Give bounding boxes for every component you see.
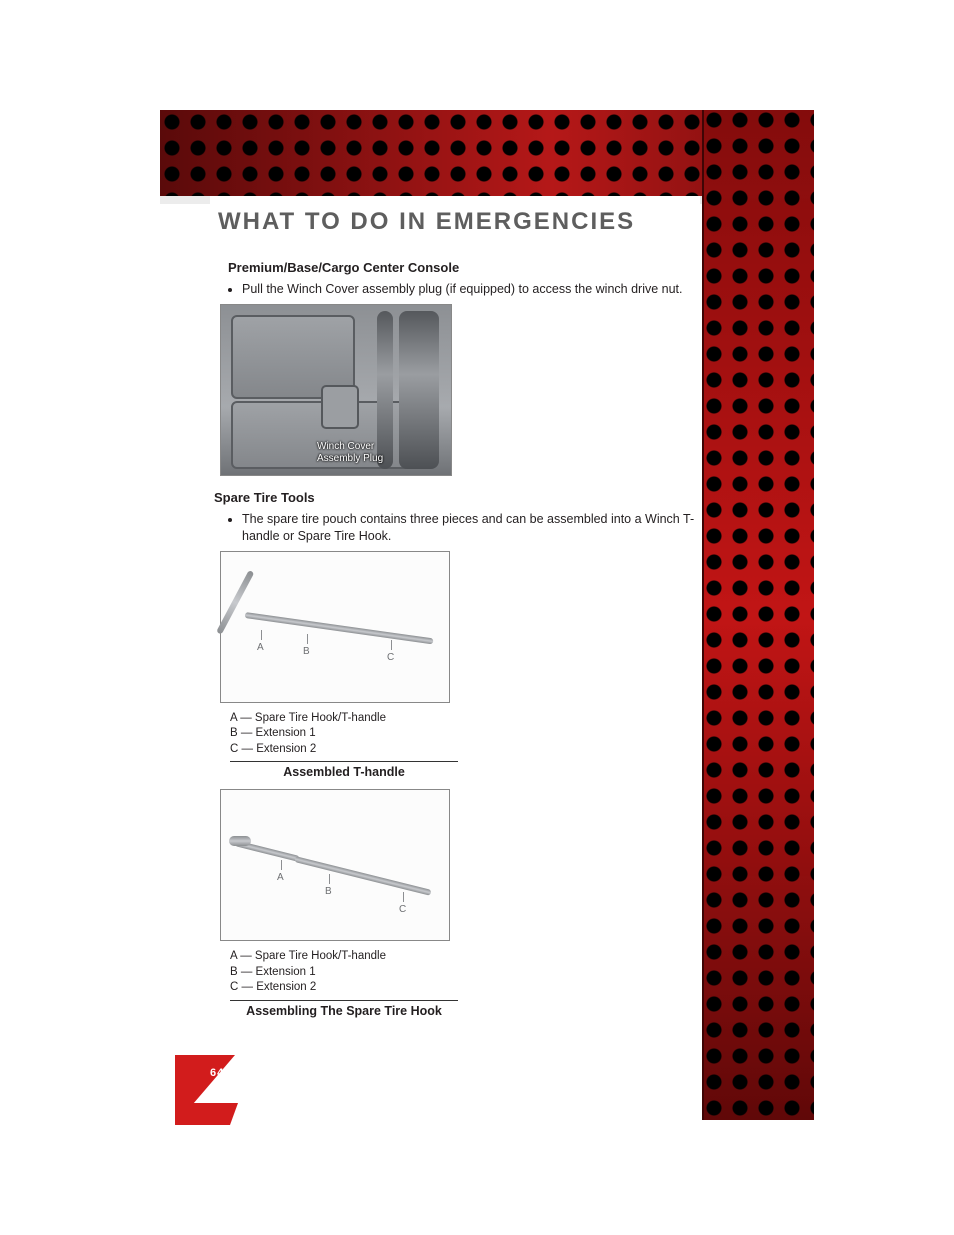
figure-hook-caption: Assembling The Spare Tire Hook [230,1000,458,1018]
manual-page: WHAT TO DO IN EMERGENCIES Premium/Base/C… [0,0,954,1235]
figure-t-handle-caption: Assembled T-handle [230,761,458,779]
callout-c: C [387,652,394,663]
caption-line: Assembly Plug [317,453,383,464]
section-heading-tools: Spare Tire Tools [214,490,700,505]
page-number: 64 [210,1067,224,1079]
list-item: The spare tire pouch contains three piec… [242,511,700,545]
callout-a: A [277,872,284,883]
section-console-list: Pull the Winch Cover assembly plug (if e… [242,281,700,298]
callout-c: C [399,904,406,915]
decorative-band-right [702,110,814,1120]
callout-a: A [257,642,264,653]
legend-line: C — Extension 2 [230,742,700,758]
figure-hook-legend: A — Spare Tire Hook/T-handle B — Extensi… [230,949,700,996]
callout-b: B [303,646,310,657]
page-content: WHAT TO DO IN EMERGENCIES Premium/Base/C… [210,196,700,1120]
legend-line: B — Extension 1 [230,726,700,742]
figure-inline-caption: Winch Cover Assembly Plug [317,441,383,465]
callout-b: B [325,886,332,897]
legend-line: A — Spare Tire Hook/T-handle [230,949,700,965]
figure-t-handle: A B C [220,551,450,703]
section-heading-console: Premium/Base/Cargo Center Console [228,260,700,275]
chapter-title: WHAT TO DO IN EMERGENCIES [218,208,700,236]
figure-t-handle-legend: A — Spare Tire Hook/T-handle B — Extensi… [230,711,700,758]
legend-line: B — Extension 1 [230,965,700,981]
legend-line: C — Extension 2 [230,980,700,996]
figure-spare-tire-hook: A B C [220,789,450,941]
list-item: Pull the Winch Cover assembly plug (if e… [242,281,700,298]
section-tools-list: The spare tire pouch contains three piec… [242,511,700,545]
figure-winch-cover: Winch Cover Assembly Plug [220,304,452,476]
caption-line: Winch Cover [317,441,374,452]
page-number-decoration [175,1103,238,1125]
legend-line: A — Spare Tire Hook/T-handle [230,711,700,727]
